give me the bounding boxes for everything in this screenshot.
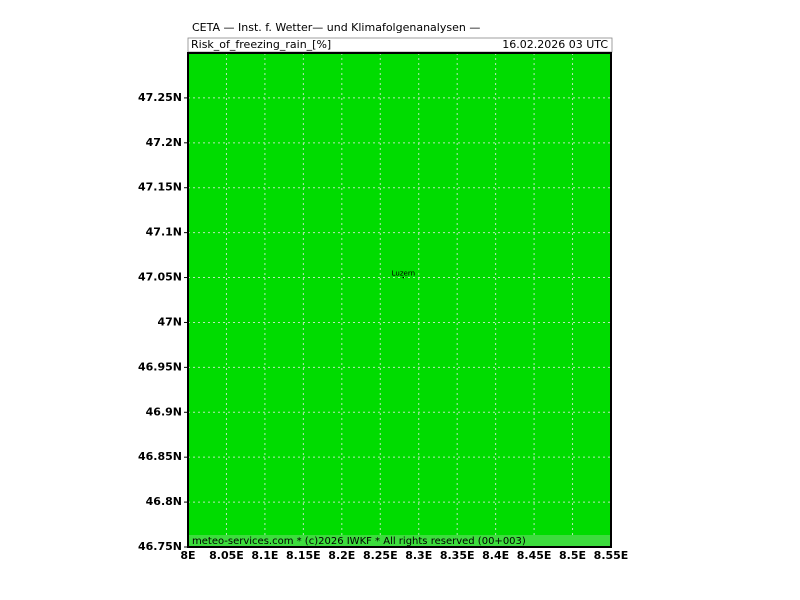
footer-band xyxy=(188,535,611,547)
frame xyxy=(187,52,612,548)
field-name: Risk_of_freezing_rain_[%] xyxy=(191,38,331,51)
y-tick-label: 46.9N xyxy=(146,405,182,418)
x-tick-label: 8.4E xyxy=(482,549,509,562)
y-tick-label: 47.2N xyxy=(146,136,182,149)
y-tick-label: 47N xyxy=(157,315,182,328)
y-tick-label: 46.85N xyxy=(138,450,182,463)
y-tick-label: 47.25N xyxy=(138,91,182,104)
x-tick-label: 8E xyxy=(180,549,195,562)
place-label: Luzern xyxy=(392,270,415,278)
y-tick-label: 46.75N xyxy=(138,540,182,553)
y-tick-label: 47.15N xyxy=(138,181,182,194)
x-tick-label: 8.3E xyxy=(405,549,432,562)
x-tick-label: 8.15E xyxy=(286,549,321,562)
footer: meteo-services.com * (c)2026 IWKF * All … xyxy=(192,536,526,547)
x-tick-label: 8.5E xyxy=(559,549,586,562)
x-tick-label: 8.05E xyxy=(209,549,244,562)
plot-area: 8E 8.05E 8.1E 8.15E 8.2E 8.25E 8.3E 8.35E 8.4E 8.… xyxy=(138,53,628,562)
y-tick-label: 47.05N xyxy=(138,271,182,284)
x-tick-label: 8.35E xyxy=(440,549,475,562)
x-tick-label: 8.2E xyxy=(328,549,355,562)
y-tick-label: 46.95N xyxy=(138,360,182,373)
x-tick-label: 8.55E xyxy=(594,549,629,562)
x-tick-label: 8.25E xyxy=(363,549,398,562)
valid-time: 16.02.2026 03 UTC xyxy=(502,38,608,51)
field-fill xyxy=(188,53,611,547)
y-tick-label: 46.8N xyxy=(146,495,182,508)
institute: CETA — Inst. f. Wetter— und Klimafolgena… xyxy=(192,21,480,34)
place-dot xyxy=(402,276,405,279)
y-tick-label: 47.1N xyxy=(146,226,182,239)
x-tick-label: 8.1E xyxy=(251,549,278,562)
x-tick-label: 8.45E xyxy=(517,549,552,562)
